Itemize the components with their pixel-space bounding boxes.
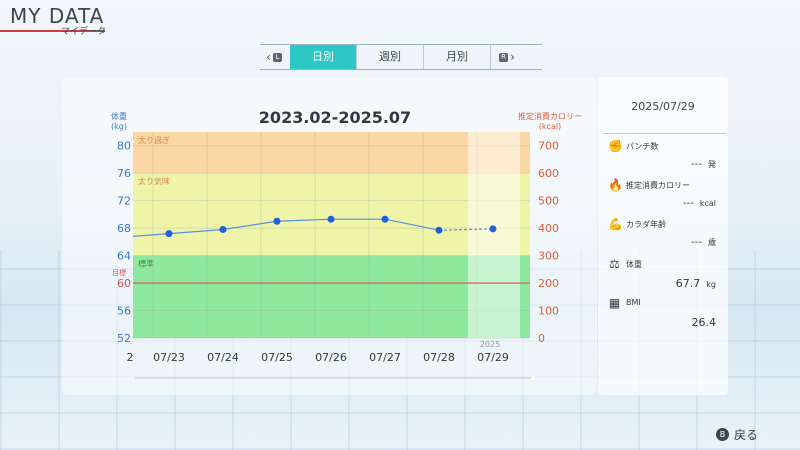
- left-axis-unit: (kg): [111, 122, 127, 131]
- stat-bmi: ▦ BMI 26.4: [608, 296, 716, 330]
- right-axis-unit: (kcal): [538, 122, 562, 131]
- data-point-2: [273, 217, 281, 225]
- target-label: 目標: [112, 268, 126, 277]
- right-axis-title: 推定消費カロリー: [518, 112, 582, 121]
- r-button-icon: R: [499, 52, 509, 62]
- chevron-right-icon: ›: [510, 50, 515, 64]
- zone-band-0: [133, 132, 530, 174]
- data-point-0: [165, 230, 173, 238]
- right-tick-label-0: 0: [538, 332, 545, 345]
- left-tick-label-0: 52: [117, 332, 131, 345]
- chevron-left-icon: ‹: [266, 50, 271, 64]
- zone-label-2: 標準: [138, 259, 154, 269]
- calculator-icon: ▦: [608, 296, 621, 310]
- right-axis-label: 推定消費カロリー (kcal): [515, 112, 585, 132]
- tab-weekly[interactable]: 週別: [356, 45, 423, 69]
- back-button[interactable]: B 戻る: [716, 426, 758, 443]
- data-point-5: [435, 226, 443, 234]
- x-tick-label-1: 07/24: [207, 351, 239, 364]
- left-tick-label-4: 68: [117, 222, 131, 235]
- side-divider: [604, 133, 726, 134]
- x-tick-label-6: 07/29: [477, 351, 509, 364]
- right-tick-label-7: 700: [538, 140, 559, 153]
- right-tick-label-2: 200: [538, 277, 559, 290]
- zone-label-1: 太り気味: [138, 176, 170, 186]
- x-tick-label-5: 07/28: [423, 351, 455, 364]
- tab-monthly[interactable]: 月別: [423, 45, 490, 69]
- scale-icon: ⚖: [609, 257, 620, 271]
- left-axis-label: 体重 (kg): [108, 112, 130, 132]
- x-tick-label-3: 07/26: [315, 351, 347, 364]
- detail-panel: [598, 77, 728, 395]
- data-point-3: [327, 215, 335, 223]
- title-underline: [0, 30, 95, 32]
- punch-icon: ✊: [608, 139, 623, 153]
- page-subtitle: マイデータ: [61, 27, 107, 37]
- left-axis-title: 体重: [111, 112, 127, 121]
- page-title: MY DATA: [10, 4, 105, 28]
- left-tick-label-6: 76: [117, 167, 131, 180]
- left-tick-label-3: 64: [117, 250, 131, 263]
- chart-title: 2023.02-2025.07: [258, 108, 412, 127]
- left-tick-label-2: 60: [117, 277, 131, 290]
- stat-body-age: 💪 カラダ年齢 --- 歳: [608, 217, 716, 249]
- back-label: 戻る: [734, 428, 759, 442]
- stat-punch-count: ✊ パンチ数 --- 発: [608, 139, 716, 171]
- selected-day-highlight: [468, 132, 520, 338]
- data-point-6: [489, 225, 497, 233]
- right-tick-label-6: 600: [538, 167, 559, 180]
- data-point-1: [219, 226, 227, 234]
- right-tick-label-1: 100: [538, 305, 559, 318]
- x-tick-label-2: 07/25: [261, 351, 293, 364]
- tab-prev-button[interactable]: ‹ L: [260, 45, 290, 69]
- tab-daily[interactable]: 日別: [290, 45, 356, 69]
- left-tick-label-5: 72: [117, 195, 131, 208]
- selected-date: 2025/07/29: [631, 100, 695, 113]
- right-tick-label-3: 300: [538, 250, 559, 263]
- stat-weight: ⚖ 体重 67.7 kg: [609, 257, 716, 291]
- period-tab-bar: ‹ L 日別 週別 月別 R ›: [260, 44, 542, 70]
- tab-next-button[interactable]: R ›: [490, 45, 521, 69]
- flame-icon: 🔥: [608, 178, 623, 192]
- left-tick-label-7: 80: [117, 140, 131, 153]
- zone-band-2: [133, 255, 530, 338]
- stat-calories: 🔥 推定消費カロリー --- kcal: [608, 178, 716, 210]
- title-underline-accent: [95, 30, 105, 32]
- l-button-icon: L: [272, 52, 282, 62]
- x-tick-label-0: 07/23: [153, 351, 185, 364]
- year-label: 2025: [480, 340, 500, 349]
- x-tick-label-partial: 2: [127, 351, 134, 364]
- right-tick-label-4: 400: [538, 222, 559, 235]
- zone-band-1: [133, 173, 530, 256]
- right-tick-label-5: 500: [538, 195, 559, 208]
- body-icon: 💪: [608, 217, 623, 231]
- data-point-4: [381, 215, 389, 223]
- series-line-dashed: [438, 228, 494, 231]
- left-tick-label-1: 56: [117, 305, 131, 318]
- chart-scroll-thumb: [531, 376, 535, 380]
- b-button-icon: B: [716, 428, 729, 441]
- zone-label-0: 太り過ぎ: [138, 135, 170, 145]
- x-tick-label-4: 07/27: [369, 351, 401, 364]
